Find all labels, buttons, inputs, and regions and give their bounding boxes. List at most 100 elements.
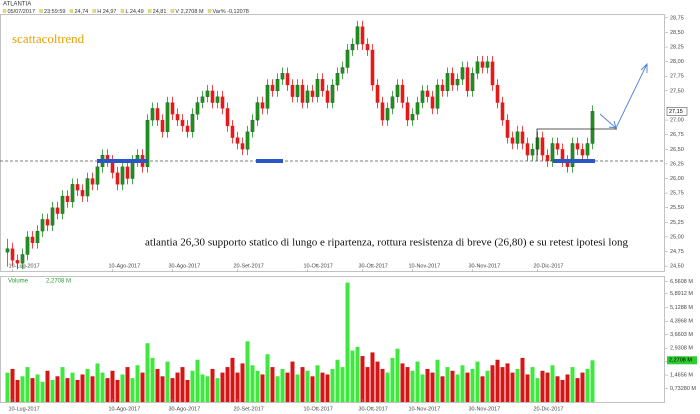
candle-body bbox=[245, 131, 250, 150]
candle-body bbox=[255, 102, 260, 121]
header-bullet bbox=[69, 9, 74, 13]
volume-bar bbox=[325, 374, 330, 402]
y-tick-label: 25,00 bbox=[670, 234, 684, 240]
volume-bar bbox=[10, 368, 15, 402]
candles bbox=[5, 20, 595, 402]
y-tick-label: 28,25 bbox=[670, 45, 684, 51]
header-item: Var% -0,12078 bbox=[213, 9, 249, 15]
volume-bar bbox=[585, 368, 590, 402]
volume-bar bbox=[450, 370, 455, 402]
volume-bar bbox=[570, 367, 575, 402]
volume-bar bbox=[330, 368, 335, 402]
candle-body bbox=[115, 172, 120, 185]
candle-body bbox=[160, 119, 165, 132]
candle-body bbox=[535, 137, 540, 150]
volume-bar bbox=[30, 378, 35, 402]
last-price-label: 27,15 bbox=[669, 109, 683, 115]
header-bullet bbox=[120, 9, 125, 13]
volume-bar bbox=[345, 282, 350, 402]
x-tick-label: 30-Nov-2017 bbox=[469, 406, 501, 412]
volume-bar bbox=[480, 376, 485, 402]
last-price-box bbox=[666, 107, 688, 116]
volume-bar bbox=[80, 374, 85, 402]
volume-bar bbox=[35, 374, 40, 402]
volume-bar bbox=[495, 359, 500, 402]
volume-bar bbox=[315, 365, 320, 402]
volume-bar bbox=[555, 376, 560, 402]
candle-body bbox=[440, 84, 445, 92]
candle-body bbox=[125, 166, 130, 179]
candle-body bbox=[465, 67, 470, 92]
candle-body bbox=[505, 119, 510, 138]
candle-body bbox=[230, 125, 235, 138]
volume-tick-label: 0,73280 M bbox=[670, 386, 696, 392]
volume-bar bbox=[205, 376, 210, 402]
volume-bar bbox=[340, 367, 345, 402]
candle-body bbox=[275, 79, 280, 92]
y-tick-label: 27,75 bbox=[670, 74, 684, 80]
y-tick-label: 25,50 bbox=[670, 205, 684, 211]
candle-body bbox=[235, 137, 240, 144]
header-bullet bbox=[147, 9, 152, 13]
y-tick-label: 24,75 bbox=[670, 249, 684, 255]
candle-body bbox=[555, 143, 560, 150]
candle-body bbox=[540, 137, 545, 156]
volume-bar bbox=[180, 367, 185, 402]
volume-bar bbox=[155, 368, 160, 402]
last-volume-box bbox=[667, 356, 697, 365]
volume-bar bbox=[310, 376, 315, 402]
candle-body bbox=[480, 61, 485, 68]
volume-bar bbox=[470, 368, 475, 402]
candle-body bbox=[260, 102, 265, 109]
y-tick-label: 27,50 bbox=[670, 88, 684, 94]
candle-body bbox=[430, 96, 435, 109]
volume-bar bbox=[100, 372, 105, 402]
candle-body bbox=[415, 102, 420, 115]
volume-bar bbox=[290, 361, 295, 402]
candle-body bbox=[25, 236, 30, 255]
volume-bar bbox=[150, 357, 155, 402]
volume-bar bbox=[250, 365, 255, 402]
candle-body bbox=[30, 236, 35, 243]
candle-body bbox=[530, 149, 535, 156]
candle-body bbox=[515, 131, 520, 144]
candle-body bbox=[420, 90, 425, 103]
candle-body bbox=[60, 195, 65, 214]
symbol: ATLANTIA bbox=[3, 2, 31, 8]
x-tick-label: 10-Ago-2017 bbox=[109, 406, 141, 412]
candle-body bbox=[410, 114, 415, 121]
candle-body bbox=[335, 73, 340, 86]
volume-bar bbox=[255, 370, 260, 402]
candle-body bbox=[10, 248, 15, 261]
candle-body bbox=[315, 79, 320, 97]
candle-body bbox=[490, 61, 495, 86]
volume-bar bbox=[370, 352, 375, 402]
candle-body bbox=[50, 207, 55, 226]
volume-tick-label: 5,8912 M bbox=[670, 291, 693, 297]
arrow-head bbox=[608, 120, 617, 129]
header-bullet bbox=[2, 9, 7, 13]
header-bullet bbox=[207, 9, 212, 13]
y-tick-label: 26,75 bbox=[670, 132, 684, 138]
volume-bar bbox=[410, 370, 415, 402]
volume-bar bbox=[575, 378, 580, 402]
x-tick-label: 20-Dic-2017 bbox=[534, 263, 564, 269]
volume-bar bbox=[535, 378, 540, 402]
volume-bar bbox=[435, 359, 440, 402]
volume-bar bbox=[145, 343, 150, 402]
candle-body bbox=[45, 219, 50, 226]
candle-body bbox=[320, 79, 325, 92]
volume-bar bbox=[505, 363, 510, 402]
volume-bar bbox=[125, 367, 130, 402]
x-tick-label: 20-Set-2017 bbox=[234, 263, 264, 269]
header-bullet bbox=[170, 9, 175, 13]
candle-body bbox=[435, 84, 440, 109]
volume-bar bbox=[160, 376, 165, 402]
header-info: 05/07/2017 23:59:59 24,74 H 24,97 L 24,49 24,… bbox=[2, 9, 249, 15]
candle-body bbox=[510, 137, 515, 144]
x-tick-label: 10-Nov-2017 bbox=[409, 263, 441, 269]
candle-body bbox=[65, 195, 70, 203]
resistance-box bbox=[536, 128, 617, 161]
volume-bar bbox=[55, 376, 60, 402]
candle-body bbox=[280, 73, 285, 80]
